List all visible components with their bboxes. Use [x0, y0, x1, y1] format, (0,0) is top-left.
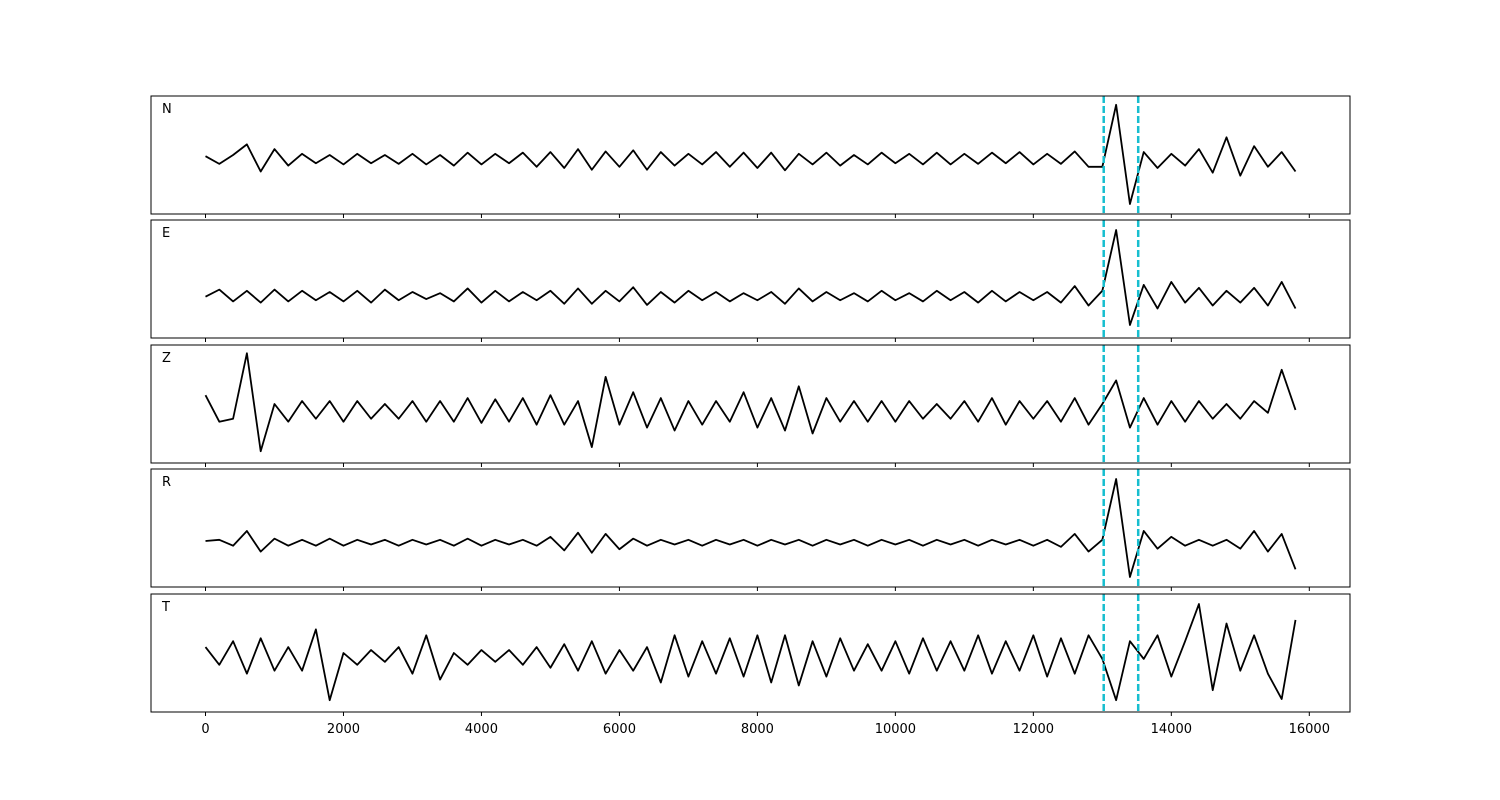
panel-frame	[150, 468, 1351, 588]
panel-label: Z	[162, 351, 171, 366]
panel-label: E	[162, 226, 170, 241]
panel-frame	[150, 593, 1351, 713]
x-tick-label: 12000	[1013, 722, 1054, 737]
panel-frame	[150, 219, 1351, 339]
panel-label: N	[162, 102, 172, 117]
panel-label: R	[162, 475, 171, 490]
trace	[205, 103, 1297, 205]
trace	[205, 478, 1297, 578]
x-tick-label: 14000	[1151, 722, 1192, 737]
trace	[204, 603, 1297, 702]
x-tick-label: 16000	[1289, 722, 1330, 737]
panel-label: T	[161, 600, 170, 615]
panel-frame	[150, 344, 1351, 464]
panel-frame	[150, 95, 1351, 215]
trace	[205, 229, 1297, 326]
trace	[204, 352, 1297, 453]
x-tick-label: 4000	[465, 722, 498, 737]
x-tick-label: 0	[201, 722, 209, 737]
x-tick-label: 10000	[875, 722, 916, 737]
x-tick-label: 6000	[603, 722, 636, 737]
x-tick-label: 2000	[327, 722, 360, 737]
x-tick-label: 8000	[741, 722, 774, 737]
